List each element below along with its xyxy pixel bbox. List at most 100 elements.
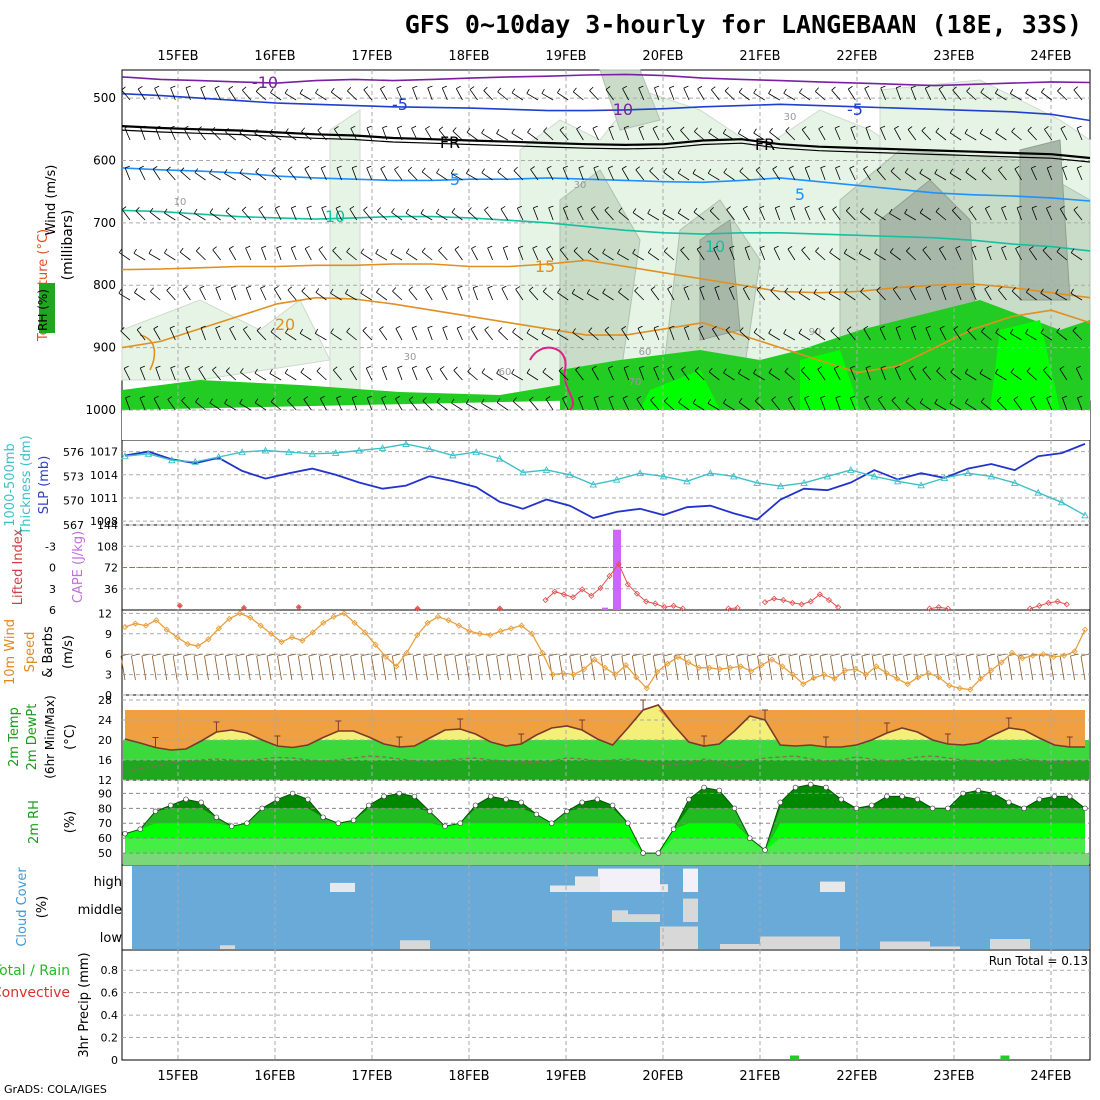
temp-tick-label: 24 — [98, 714, 112, 727]
ylabel-thickness-1: 1000-500mb — [3, 443, 18, 527]
ylabel-cape: CAPE (J/kg) — [71, 531, 86, 603]
wind10m-barb — [538, 656, 542, 680]
date-label-top: 20FEB — [642, 49, 683, 64]
wind10m-barb — [1060, 656, 1064, 680]
contour-label: 30 — [784, 112, 797, 123]
wind10m-barb — [163, 656, 167, 680]
ylabel-cloud: Cloud Cover — [15, 867, 30, 947]
wind-tick-label: 6 — [105, 648, 112, 661]
wind10m-barb — [267, 656, 271, 680]
slp-tick-label: 1014 — [90, 469, 118, 482]
thickness-tick-label: 576 — [63, 446, 84, 459]
wind10m-barb — [330, 656, 334, 680]
rh-point — [245, 821, 250, 826]
wind10m-barb — [799, 656, 803, 680]
pressure-tick-label: 1000 — [85, 403, 116, 417]
wind10m-barb — [444, 656, 448, 680]
temp-tick-label: 28 — [98, 694, 112, 707]
cloud-block-low — [990, 939, 1030, 949]
run-total-label: Run Total = 0.13 — [989, 954, 1088, 968]
cloud-block-low — [880, 942, 930, 950]
cloud-block-low — [660, 927, 698, 950]
wind10m-barb — [455, 656, 459, 680]
wind10m-barb — [225, 656, 229, 680]
rh-point — [504, 797, 509, 802]
cloud-block-middle — [612, 910, 628, 922]
date-label-top: 18FEB — [448, 49, 489, 64]
rh-point — [991, 791, 996, 796]
date-label-bottom: 20FEB — [642, 1069, 683, 1084]
rh-point — [702, 785, 707, 790]
wind10m-barb — [497, 656, 501, 680]
ylabel-temp2m-4: (°C) — [63, 724, 78, 750]
ylabel-wind: Wind (m/s) — [44, 165, 59, 236]
wind10m-barb — [236, 656, 240, 680]
pressure-tick-label: 700 — [93, 216, 116, 230]
contour-label: 30 — [404, 352, 417, 363]
contour-label: 10 — [174, 197, 187, 208]
date-label-top: 21FEB — [739, 49, 780, 64]
li-point — [1064, 602, 1069, 607]
wind10m-barb — [1029, 656, 1033, 680]
rh-point — [961, 791, 966, 796]
pressure-tick-label: 600 — [93, 153, 116, 167]
legend-convective: Convective — [0, 985, 70, 1001]
ylabel-rh2m-units: (%) — [63, 811, 78, 834]
cloud-block-middle — [683, 899, 698, 922]
ylabel-wind10m-2: Speed — [23, 632, 38, 673]
date-label-top: 23FEB — [933, 49, 974, 64]
ylabel-millibars: (millibars) — [60, 210, 76, 281]
wind10m-barb — [434, 656, 438, 680]
rh-point — [778, 800, 783, 805]
wind-tick-label: 12 — [98, 607, 112, 620]
rh-point — [321, 815, 326, 820]
cloud-block-low — [720, 944, 760, 949]
rh-point — [839, 797, 844, 802]
rh-shade-light — [330, 110, 360, 400]
ylabel-rh: RH (%) — [36, 289, 50, 331]
wind10m-barb — [476, 656, 480, 680]
cloud-block-high — [820, 882, 845, 892]
cloud-block-low — [930, 947, 960, 950]
date-label-top: 17FEB — [351, 49, 392, 64]
temp-tick-label: 12 — [98, 774, 112, 787]
li-tick-label: -3 — [45, 540, 56, 553]
rh-point — [519, 800, 524, 805]
rh-point — [260, 806, 265, 811]
wind10m-barb — [643, 656, 647, 680]
wind10m-barb — [351, 656, 355, 680]
thickness-tick-label: 570 — [63, 495, 84, 508]
rh-point — [443, 824, 448, 829]
rh-point — [366, 803, 371, 808]
ylabel-slp: SLP (mb) — [37, 456, 52, 515]
rh-point — [930, 806, 935, 811]
date-label-bottom: 15FEB — [157, 1069, 198, 1084]
wind10m-barb — [518, 656, 522, 680]
wind10m-barb — [173, 656, 177, 680]
wind10m-barb — [945, 656, 949, 680]
rh-point — [184, 797, 189, 802]
temp-tick-label: 16 — [98, 754, 112, 767]
rh-point — [458, 821, 463, 826]
rh-point — [168, 803, 173, 808]
wind10m-barb — [361, 656, 365, 680]
precip-tick-label: 0.4 — [101, 1009, 119, 1022]
wind10m-barb-flag — [622, 654, 630, 656]
precip-tick-label: 0.6 — [101, 987, 119, 1000]
cloud-block-middle — [612, 921, 660, 922]
ylabel-li: Lifted Index — [11, 528, 26, 605]
rh-point — [1022, 806, 1027, 811]
wind10m-barb — [716, 656, 720, 680]
slp-tick-label: 1017 — [90, 446, 118, 459]
temp-tick-label: 20 — [98, 734, 112, 747]
rh-point — [336, 821, 341, 826]
wind-tick-label: 9 — [105, 628, 112, 641]
rh-point — [1083, 806, 1088, 811]
wind10m-barb — [382, 656, 386, 680]
wind10m-barb — [904, 656, 908, 680]
precip-tick-label: 0 — [111, 1054, 118, 1067]
rh-point — [717, 788, 722, 793]
date-label-bottom: 23FEB — [933, 1069, 974, 1084]
date-label-bottom: 19FEB — [545, 1069, 586, 1084]
